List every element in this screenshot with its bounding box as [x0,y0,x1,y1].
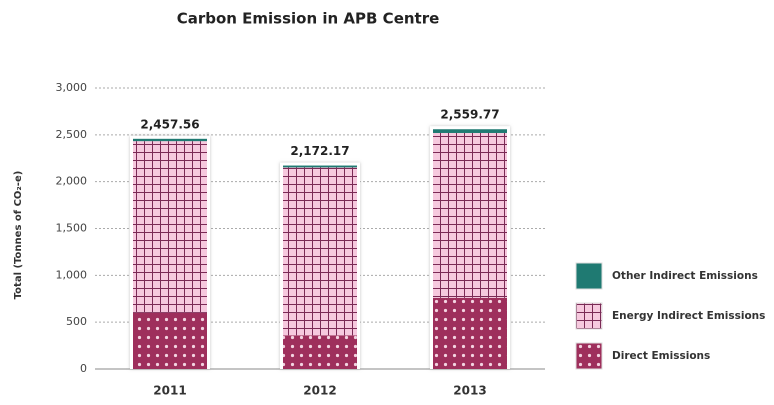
legend-swatch [575,302,603,330]
total-label: 2,559.77 [440,108,499,122]
y-tick-label: 2,500 [56,128,88,141]
bar-segment [283,335,357,369]
legend-label: Direct Emissions [612,350,710,362]
chart-title: Carbon Emission in APB Centre [177,10,440,28]
bar-segment [433,129,507,133]
y-tick-label: 0 [80,362,87,375]
y-tick-label: 1,500 [56,222,88,235]
bar-segment [133,141,207,313]
bar-segment [133,138,207,142]
y-tick-label: 2,000 [56,175,88,188]
legend-swatch [575,262,603,290]
y-tick-label: 500 [66,315,87,328]
total-label: 2,457.56 [140,117,199,131]
y-tick-label: 1,000 [56,268,88,281]
legend-swatch [575,342,603,370]
bar-segment [283,165,357,168]
bar-segment [433,132,507,298]
x-tick-label: 2012 [303,384,336,398]
legend-label: Other Indirect Emissions [612,270,758,282]
bar-segment [283,167,357,336]
y-axis-label: Total (Tonnes of CO₂-e) [13,171,24,300]
total-label: 2,172.17 [290,144,349,158]
x-tick-label: 2013 [453,384,486,398]
bar-segment [433,297,507,369]
bar-segment [133,312,207,369]
x-tick-label: 2011 [153,384,186,398]
legend-label: Energy Indirect Emissions [612,310,765,322]
y-tick-label: 3,000 [56,81,88,94]
